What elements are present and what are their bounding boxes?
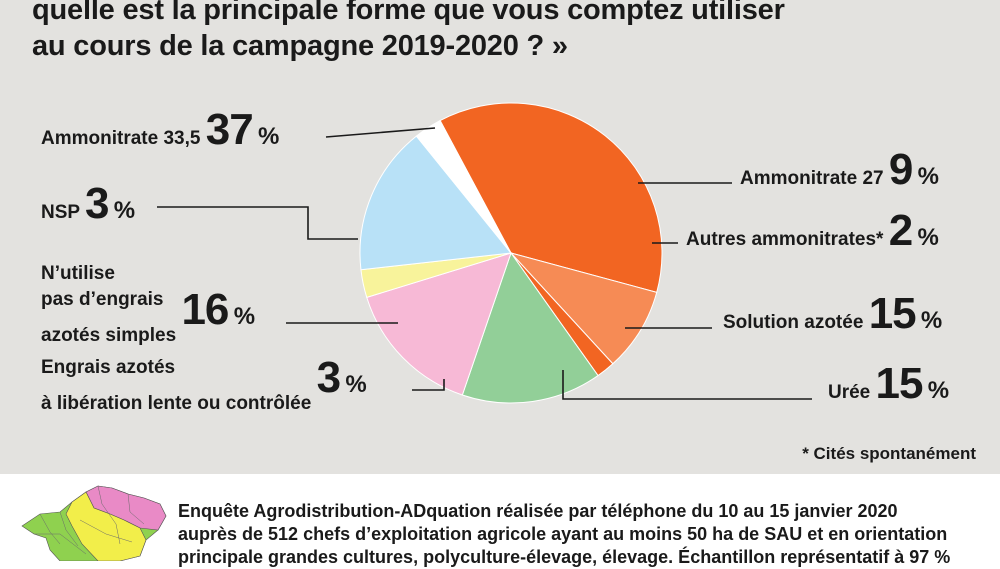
slice-value: 3 xyxy=(316,353,342,402)
leader-nsp xyxy=(157,206,358,240)
pie-slice-1 xyxy=(509,252,658,365)
label-ammonitrate-27: Ammonitrate 27 9 % xyxy=(740,148,939,192)
label-autres-ammonitrates: Autres ammonitrates* 2 % xyxy=(686,209,939,253)
label-engrais-lente: à libération lente ou contrôlée 3 % xyxy=(41,356,367,415)
survey-line-1: Enquête Agrodistribution-ADquation réali… xyxy=(178,501,898,521)
pie-slice-3 xyxy=(461,251,599,404)
percent-sign: % xyxy=(257,123,280,150)
slice-label: Ammonitrate 33,5 xyxy=(41,128,201,149)
slice-label: à libération lente ou contrôlée xyxy=(41,393,312,414)
label-engrais-lente-line-1: Engrais azotés xyxy=(41,357,176,378)
slice-value: 15 xyxy=(875,359,924,408)
leader-uree xyxy=(562,370,812,400)
slice-label: Solution azotée xyxy=(723,312,864,333)
leader-ammonitrate-33-5 xyxy=(325,127,436,138)
percent-sign: % xyxy=(233,303,256,330)
slice-value: 2 xyxy=(888,206,914,255)
label-nutilise: azotés simples 16 % xyxy=(41,288,256,347)
pie-slice-6 xyxy=(359,135,512,271)
slice-label: Urée xyxy=(828,382,871,403)
label-nsp: NSP 3 % xyxy=(41,182,136,226)
slice-label: azotés simples xyxy=(41,325,177,346)
slice-label: Autres ammonitrates* xyxy=(686,229,884,250)
pie-slice-7 xyxy=(415,119,512,254)
percent-sign: % xyxy=(920,307,943,334)
pie-slice-4 xyxy=(366,252,512,396)
chart-panel: quelle est la principale forme que vous … xyxy=(0,0,1000,474)
slice-value: 3 xyxy=(85,179,110,228)
france-map-icon xyxy=(21,485,167,561)
slice-value: 37 xyxy=(205,105,254,154)
survey-methodology: Enquête Agrodistribution-ADquation réali… xyxy=(178,500,988,569)
percent-sign: % xyxy=(917,224,939,251)
survey-line-2: auprès de 512 chefs d’exploitation agric… xyxy=(178,524,948,544)
survey-line-3: principale grandes cultures, polyculture… xyxy=(178,547,951,567)
pie-slice-0 xyxy=(439,102,663,293)
label-ammonitrate-33-5: Ammonitrate 33,5 37 % xyxy=(41,108,280,152)
label-nutilise-line-2: pas d’engrais xyxy=(41,289,164,310)
label-uree: Urée 15 % xyxy=(828,362,950,406)
slice-label: Ammonitrate 27 xyxy=(740,168,884,189)
label-nutilise-line-1: N’utilise xyxy=(41,263,115,284)
chart-title-line-1: quelle est la principale forme que vous … xyxy=(32,0,785,26)
percent-sign: % xyxy=(113,197,136,224)
chart-title-line-2: au cours de la campagne 2019-2020 ? » xyxy=(32,30,568,62)
slice-value: 9 xyxy=(888,145,914,194)
slice-label: NSP xyxy=(41,202,80,223)
label-solution-azotee: Solution azotée 15 % xyxy=(723,292,943,336)
slice-value: 15 xyxy=(868,289,917,338)
leader-engrais-lente xyxy=(412,379,445,391)
percent-sign: % xyxy=(927,377,950,404)
slice-value: 16 xyxy=(181,285,229,334)
footnote: * Cités spontanément xyxy=(802,444,976,463)
percent-sign: % xyxy=(917,163,939,190)
percent-sign: % xyxy=(345,371,367,398)
pie-chart xyxy=(157,102,812,404)
